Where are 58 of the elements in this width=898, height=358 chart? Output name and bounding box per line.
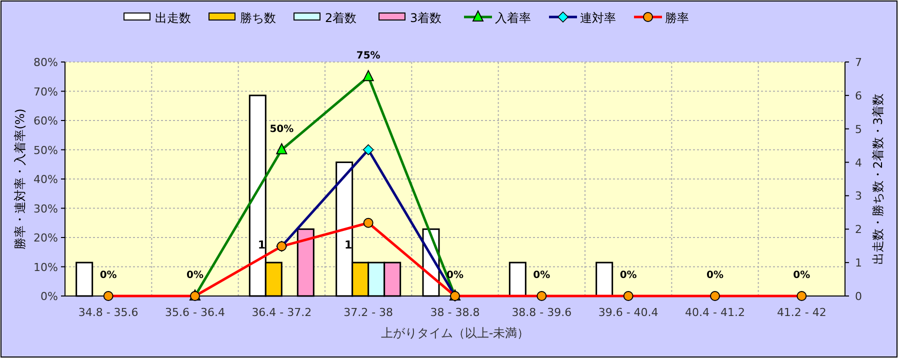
data-label: 75%	[356, 50, 380, 62]
data-label: 1	[258, 238, 266, 252]
point	[623, 291, 634, 301]
data-label: 0%	[186, 270, 204, 281]
x-tick-label: 39.6 - 40.4	[598, 306, 658, 319]
y-tick-label: 0%	[40, 290, 58, 303]
y2-tick-label: 4	[855, 156, 862, 170]
data-label: 0%	[706, 270, 724, 281]
legend-label: 2着数	[325, 11, 357, 25]
y-tick-label: 50%	[34, 144, 58, 157]
legend-label: 連対率	[580, 11, 616, 25]
y2-tick-label: 3	[855, 190, 862, 203]
y-tick-label: 70%	[34, 85, 58, 98]
point	[363, 218, 374, 228]
y2-axis-title: 出走数・勝ち数・2着数・3着数	[871, 93, 885, 265]
point	[103, 291, 114, 301]
point	[276, 143, 288, 154]
y2-tick-label: 7	[855, 56, 862, 69]
y-tick-label: 30%	[34, 202, 58, 216]
data-label: 0%	[620, 270, 637, 281]
y-tick-label: 80%	[34, 56, 58, 69]
y-tick-label: 10%	[34, 260, 58, 274]
point	[362, 70, 374, 82]
data-label: 0%	[100, 270, 117, 281]
data-label: 0%	[793, 270, 810, 281]
y2-tick-label: 6	[855, 89, 862, 102]
x-tick-label: 41.2 - 42	[776, 306, 826, 319]
x-tick-label: 38 - 38.8	[430, 306, 480, 319]
y-tick-label: 20%	[34, 232, 58, 244]
x-tick-label: 34.8 - 35.6	[78, 306, 138, 319]
y-tick-label: 40%	[34, 173, 58, 186]
legend-label: 入着率	[495, 11, 531, 25]
x-axis-title: 上がりタイム（以上-未満）	[380, 326, 530, 340]
x-tick-label: 36.4 - 37.2	[252, 306, 312, 319]
legend-label: 3着数	[410, 11, 442, 25]
legend-label: 勝率	[665, 11, 689, 25]
legend-label: 勝ち数	[240, 11, 276, 25]
y2-tick-label: 0	[855, 290, 862, 303]
x-tick-label: 40.4 - 41.2	[685, 306, 745, 319]
point	[362, 144, 374, 156]
legend-label: 出走数	[155, 11, 191, 25]
x-tick-label: 37.2 - 38	[344, 306, 394, 319]
y-axis-title: 勝率・連対率・入着率(%)	[13, 108, 27, 250]
point	[190, 291, 200, 301]
bar	[596, 262, 614, 297]
data-label: 1	[344, 238, 352, 252]
data-label: 50%	[270, 124, 294, 135]
point	[796, 291, 807, 301]
y-tick-label: 60%	[34, 114, 58, 128]
point	[536, 291, 547, 301]
y2-tick-label: 2	[855, 223, 862, 236]
y2-tick-label: 1	[855, 256, 862, 270]
y2-tick-label: 5	[855, 122, 862, 136]
x-tick-label: 38.8 - 39.6	[512, 306, 572, 319]
x-tick-label: 35.6 - 36.4	[165, 306, 225, 319]
data-label: 0%	[533, 270, 550, 281]
bar	[508, 262, 526, 297]
point	[710, 291, 720, 301]
